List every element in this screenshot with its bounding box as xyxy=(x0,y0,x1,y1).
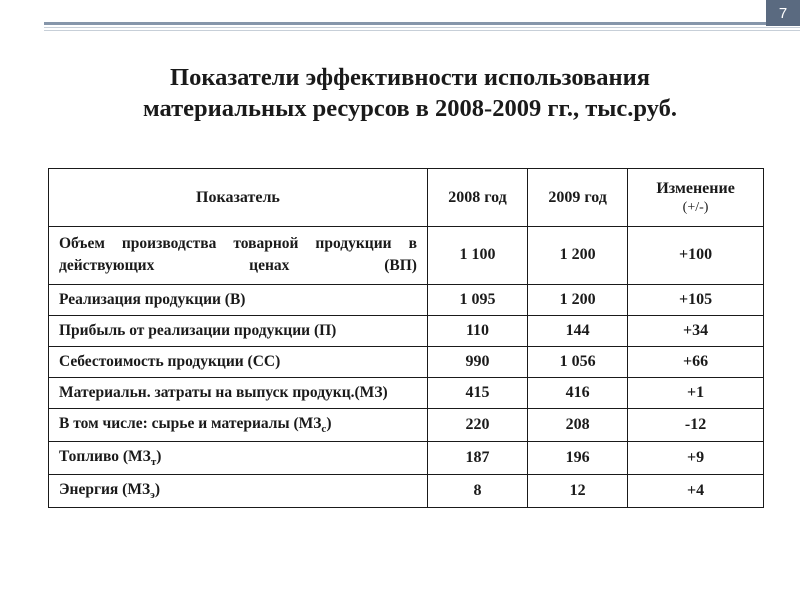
col-header-delta: Изменение (+/-) xyxy=(628,169,764,227)
page-number: 7 xyxy=(779,5,787,22)
page-number-box: 7 xyxy=(766,0,800,26)
cell-y2008: 220 xyxy=(427,408,527,441)
accent-line xyxy=(44,22,800,25)
title-line-1: Показатели эффективности использования xyxy=(170,64,650,91)
cell-y2009: 12 xyxy=(528,475,628,508)
table-row: Прибыль от реализации продукции (П)11014… xyxy=(49,315,764,346)
cell-y2008: 1 100 xyxy=(427,227,527,285)
row-label: Прибыль от реализации продукции (П) xyxy=(49,315,428,346)
cell-y2008: 187 xyxy=(427,442,527,475)
top-bar: 7 xyxy=(0,0,800,36)
row-label: Реализация продукции (В) xyxy=(49,284,428,315)
cell-y2009: 1 200 xyxy=(528,227,628,285)
table-row: Энергия (МЗэ)812+4 xyxy=(49,475,764,508)
cell-y2009: 208 xyxy=(528,408,628,441)
cell-delta: -12 xyxy=(628,408,764,441)
cell-delta: +100 xyxy=(628,227,764,285)
row-label: Объем производства товарной продукции в … xyxy=(49,227,428,285)
col-header-2009: 2009 год xyxy=(528,169,628,227)
cell-y2008: 1 095 xyxy=(427,284,527,315)
cell-delta: +9 xyxy=(628,442,764,475)
table-container: Показатель 2008 год 2009 год Изменение (… xyxy=(48,168,764,508)
slide-title: Показатели эффективности использования м… xyxy=(38,62,782,125)
col-header-delta-main: Изменение xyxy=(656,180,735,197)
col-header-indicator: Показатель xyxy=(49,169,428,227)
table-row: Материальн. затраты на выпуск продукц.(М… xyxy=(49,377,764,408)
row-label: В том числе: сырье и материалы (МЗс) xyxy=(49,408,428,441)
table-body: Объем производства товарной продукции в … xyxy=(49,227,764,508)
cell-delta: +4 xyxy=(628,475,764,508)
title-line-2: материальных ресурсов в 2008-2009 гг., т… xyxy=(143,95,677,122)
row-label: Энергия (МЗэ) xyxy=(49,475,428,508)
row-label: Себестоимость продукции (СС) xyxy=(49,346,428,377)
table-row: Себестоимость продукции (СС)9901 056+66 xyxy=(49,346,764,377)
cell-y2008: 110 xyxy=(427,315,527,346)
table-row: Реализация продукции (В)1 0951 200+105 xyxy=(49,284,764,315)
accent-line-thin-2 xyxy=(44,30,800,31)
table-row: Объем производства товарной продукции в … xyxy=(49,227,764,285)
cell-y2009: 1 056 xyxy=(528,346,628,377)
cell-delta: +66 xyxy=(628,346,764,377)
indicators-table: Показатель 2008 год 2009 год Изменение (… xyxy=(48,168,764,508)
row-label: Материальн. затраты на выпуск продукц.(М… xyxy=(49,377,428,408)
table-row: В том числе: сырье и материалы (МЗс)2202… xyxy=(49,408,764,441)
cell-delta: +105 xyxy=(628,284,764,315)
cell-y2008: 415 xyxy=(427,377,527,408)
cell-y2009: 144 xyxy=(528,315,628,346)
cell-y2008: 990 xyxy=(427,346,527,377)
cell-delta: +34 xyxy=(628,315,764,346)
cell-delta: +1 xyxy=(628,377,764,408)
table-header-row: Показатель 2008 год 2009 год Изменение (… xyxy=(49,169,764,227)
table-row: Топливо (МЗт)187196+9 xyxy=(49,442,764,475)
col-header-2008: 2008 год xyxy=(427,169,527,227)
accent-line-thin xyxy=(44,27,800,28)
cell-y2009: 416 xyxy=(528,377,628,408)
cell-y2008: 8 xyxy=(427,475,527,508)
col-header-delta-sub: (+/-) xyxy=(636,200,755,216)
cell-y2009: 196 xyxy=(528,442,628,475)
cell-y2009: 1 200 xyxy=(528,284,628,315)
row-label: Топливо (МЗт) xyxy=(49,442,428,475)
